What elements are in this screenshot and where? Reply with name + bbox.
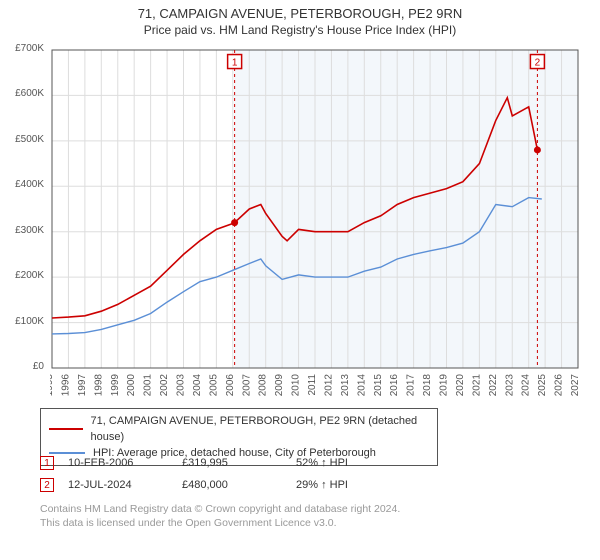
title-sub: Price paid vs. HM Land Registry's House … xyxy=(0,23,600,37)
svg-text:2027: 2027 xyxy=(570,374,580,396)
svg-text:2011: 2011 xyxy=(307,374,318,396)
svg-text:2007: 2007 xyxy=(241,374,252,396)
svg-text:2021: 2021 xyxy=(471,374,482,396)
svg-text:2015: 2015 xyxy=(373,374,384,396)
sale-row: 1 10-FEB-2006 £319,995 52% ↑ HPI xyxy=(40,452,348,474)
svg-text:1: 1 xyxy=(232,58,238,69)
svg-text:2025: 2025 xyxy=(537,374,548,396)
svg-text:2013: 2013 xyxy=(340,374,351,396)
svg-text:2016: 2016 xyxy=(389,374,400,396)
chart-svg: 1995 1996 1997 1998 1999 2000 2001 2002 2003 2004… xyxy=(50,48,580,396)
y-tick-label: £100K xyxy=(0,316,44,327)
title-main: 71, CAMPAIGN AVENUE, PETERBOROUGH, PE2 9… xyxy=(0,6,600,21)
svg-text:2001: 2001 xyxy=(143,374,154,396)
svg-text:2010: 2010 xyxy=(291,374,302,396)
title-block: 71, CAMPAIGN AVENUE, PETERBOROUGH, PE2 9… xyxy=(0,0,600,37)
svg-text:2020: 2020 xyxy=(455,374,466,396)
svg-text:2: 2 xyxy=(535,58,541,69)
y-tick-label: £400K xyxy=(0,179,44,190)
svg-text:2024: 2024 xyxy=(521,374,532,396)
legend-row: 71, CAMPAIGN AVENUE, PETERBOROUGH, PE2 9… xyxy=(49,413,429,445)
svg-text:2004: 2004 xyxy=(192,374,203,396)
svg-text:2000: 2000 xyxy=(126,374,137,396)
legend-label-property: 71, CAMPAIGN AVENUE, PETERBOROUGH, PE2 9… xyxy=(91,413,429,445)
sale-date: 12-JUL-2024 xyxy=(68,479,168,491)
svg-text:1998: 1998 xyxy=(93,374,104,396)
svg-text:2019: 2019 xyxy=(439,374,450,396)
svg-text:2017: 2017 xyxy=(406,374,417,396)
sale-row: 2 12-JUL-2024 £480,000 29% ↑ HPI xyxy=(40,474,348,496)
sale-price: £480,000 xyxy=(182,479,282,491)
sale-vs-hpi: 52% ↑ HPI xyxy=(296,457,348,469)
sale-vs-hpi: 29% ↑ HPI xyxy=(296,479,348,491)
y-tick-label: £0 xyxy=(0,361,44,372)
svg-text:2026: 2026 xyxy=(554,374,565,396)
y-tick-label: £200K xyxy=(0,270,44,281)
svg-text:1997: 1997 xyxy=(77,374,88,396)
svg-text:2005: 2005 xyxy=(208,374,219,396)
svg-text:2022: 2022 xyxy=(488,374,499,396)
svg-text:2023: 2023 xyxy=(504,374,515,396)
svg-text:2014: 2014 xyxy=(356,374,367,396)
sale-rows: 1 10-FEB-2006 £319,995 52% ↑ HPI 2 12-JU… xyxy=(40,452,348,496)
svg-text:2008: 2008 xyxy=(258,374,269,396)
svg-text:2006: 2006 xyxy=(225,374,236,396)
y-tick-label: £500K xyxy=(0,134,44,145)
sale-price: £319,995 xyxy=(182,457,282,469)
licence-text: Contains HM Land Registry data © Crown c… xyxy=(40,502,400,530)
chart-container: 71, CAMPAIGN AVENUE, PETERBOROUGH, PE2 9… xyxy=(0,0,600,560)
chart-area: 1995 1996 1997 1998 1999 2000 2001 2002 2003 2004… xyxy=(50,48,580,396)
svg-text:1995: 1995 xyxy=(50,374,55,396)
sale-marker-2: 2 xyxy=(40,478,54,492)
licence-line2: This data is licensed under the Open Gov… xyxy=(40,516,400,530)
sale-date: 10-FEB-2006 xyxy=(68,457,168,469)
legend-swatch-property xyxy=(49,428,83,430)
svg-text:2003: 2003 xyxy=(176,374,187,396)
y-tick-label: £600K xyxy=(0,88,44,99)
svg-text:2009: 2009 xyxy=(274,374,285,396)
svg-text:1999: 1999 xyxy=(110,374,121,396)
svg-text:2012: 2012 xyxy=(323,374,334,396)
svg-text:2002: 2002 xyxy=(159,374,170,396)
svg-text:1996: 1996 xyxy=(60,374,71,396)
sale-marker-1: 1 xyxy=(40,456,54,470)
y-tick-label: £700K xyxy=(0,43,44,54)
licence-line1: Contains HM Land Registry data © Crown c… xyxy=(40,502,400,516)
svg-text:2018: 2018 xyxy=(422,374,433,396)
y-tick-label: £300K xyxy=(0,225,44,236)
